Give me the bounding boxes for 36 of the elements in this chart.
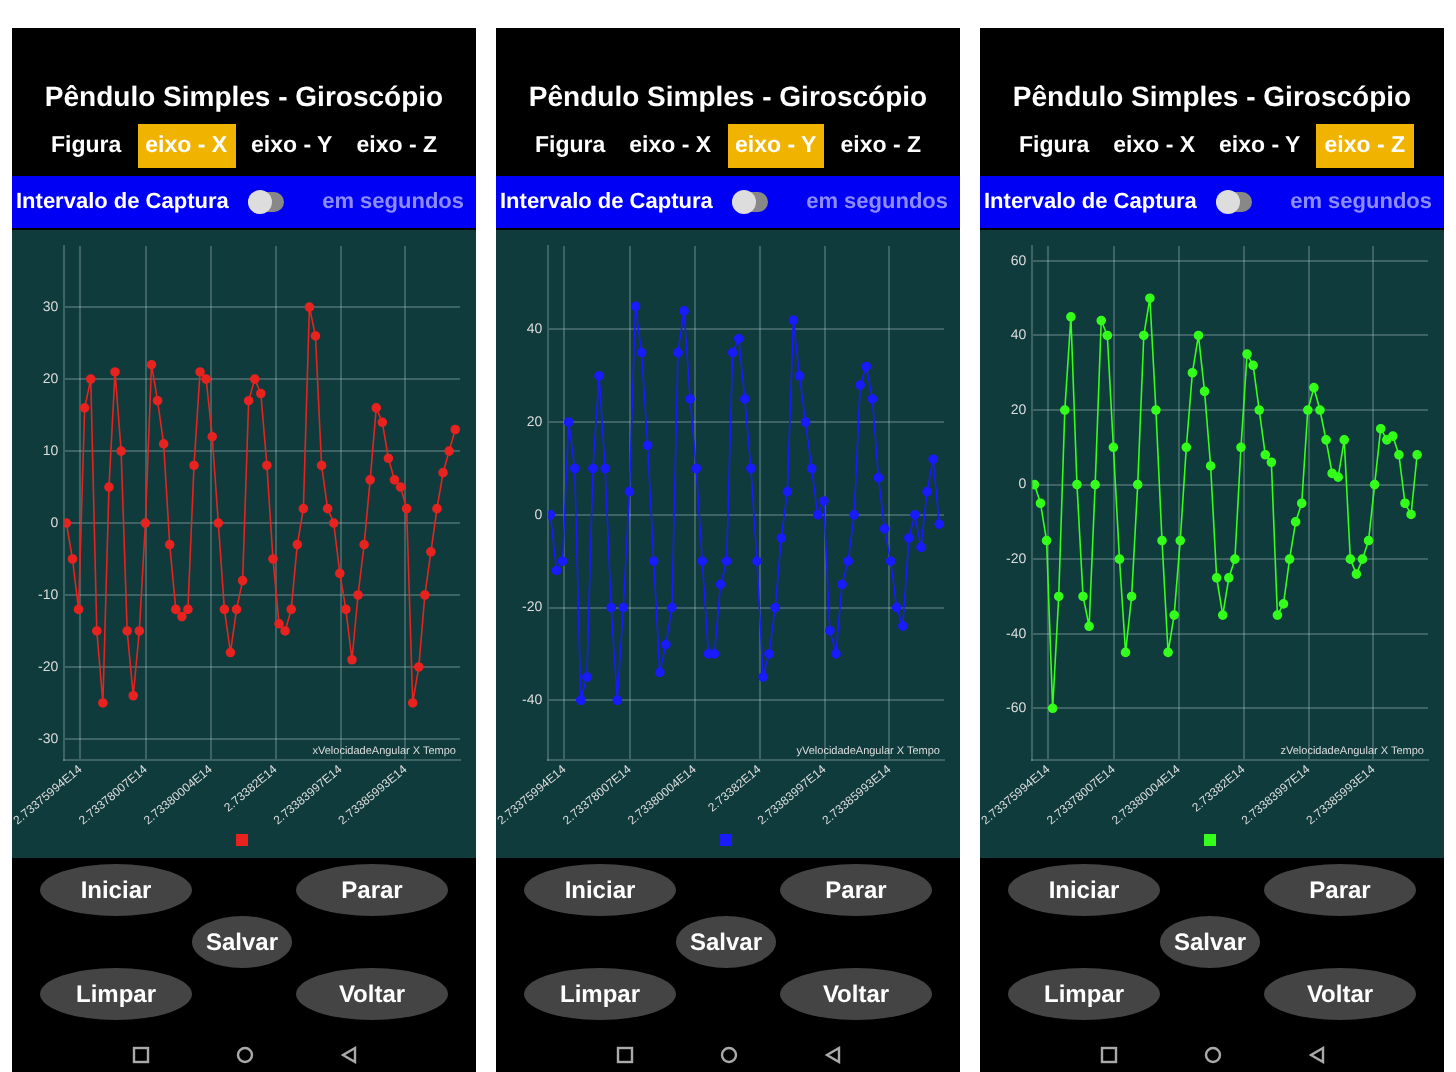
- text: Intervalo de Captura: [984, 190, 1197, 214]
- text: em segundos: [806, 190, 948, 214]
- text: Parar: [1264, 864, 1416, 916]
- text: Salvar: [1160, 916, 1260, 968]
- text: Salvar: [676, 916, 776, 968]
- text: Limpar: [40, 968, 192, 1020]
- text: eixo - Y: [249, 132, 335, 162]
- text: Parar: [780, 864, 932, 916]
- text: Salvar: [192, 916, 292, 968]
- text: Voltar: [1264, 968, 1416, 1020]
- text: Limpar: [524, 968, 676, 1020]
- text: Figura: [1016, 132, 1092, 162]
- text: Voltar: [780, 968, 932, 1020]
- text: eixo - Z: [1316, 124, 1413, 168]
- text: eixo - Y: [727, 124, 825, 168]
- text: Iniciar: [40, 864, 192, 916]
- text: eixo - X: [627, 132, 714, 162]
- text: eixo - Z: [838, 132, 923, 162]
- text: Figura: [48, 132, 124, 162]
- text: em segundos: [1290, 190, 1432, 214]
- text: Iniciar: [524, 864, 676, 916]
- text: eixo - Z: [354, 132, 439, 162]
- chart-title: Pêndulo Simples - Giroscópio: [1010, 80, 1414, 112]
- text: Limpar: [1008, 968, 1160, 1020]
- chart-title: Pêndulo Simples - Giroscópio: [526, 80, 930, 112]
- text: eixo - X: [1111, 132, 1198, 162]
- text: em segundos: [322, 190, 464, 214]
- text: Figura: [532, 132, 608, 162]
- text: Intervalo de Captura: [16, 190, 229, 214]
- text: Parar: [296, 864, 448, 916]
- text: Intervalo de Captura: [500, 190, 713, 214]
- chart-title: Pêndulo Simples - Giroscópio: [42, 80, 446, 112]
- text: eixo - X: [137, 124, 236, 168]
- text: Iniciar: [1008, 864, 1160, 916]
- text: eixo - Y: [1217, 132, 1303, 162]
- text: Voltar: [296, 968, 448, 1020]
